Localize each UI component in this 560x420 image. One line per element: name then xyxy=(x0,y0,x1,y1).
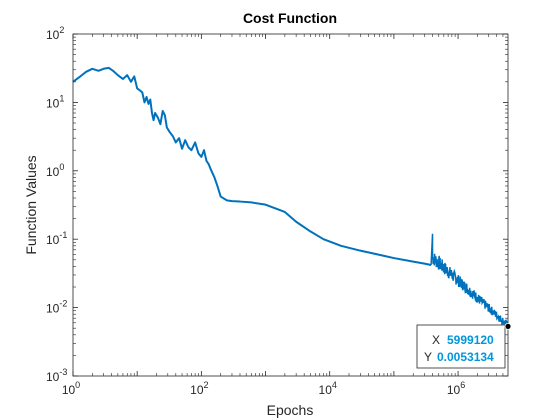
y-tick-base: 10 xyxy=(46,165,60,179)
y-tick-label: 10-1 xyxy=(46,230,67,247)
datatip[interactable]: X 5999120 Y 0.0053134 xyxy=(416,322,512,369)
x-tick-exponent: 2 xyxy=(204,380,209,390)
x-tick-exponent: 6 xyxy=(460,380,465,390)
y-tick-exponent: -1 xyxy=(59,230,67,240)
x-tick-base: 10 xyxy=(319,383,333,397)
x-tick-base: 10 xyxy=(190,383,204,397)
datatip-y-label: Y xyxy=(424,350,432,364)
y-tick-base: 10 xyxy=(46,302,60,316)
y-tick-exponent: 2 xyxy=(59,25,64,35)
chart-title: Cost Function xyxy=(243,10,337,26)
x-tick-base: 10 xyxy=(62,383,76,397)
plot-area[interactable] xyxy=(73,34,508,376)
y-tick-exponent: 1 xyxy=(59,93,64,103)
y-axis-title: Function Values xyxy=(23,155,39,254)
datatip-x-value: 5999120 xyxy=(447,333,494,347)
x-tick-exponent: 0 xyxy=(75,380,80,390)
y-tick-exponent: 0 xyxy=(59,162,64,172)
y-tick-label: 102 xyxy=(46,25,64,42)
x-tick-label: 102 xyxy=(190,380,208,397)
datatip-marker[interactable] xyxy=(504,322,512,330)
datatip-x-label: X xyxy=(432,333,440,347)
x-tick-exponent: 4 xyxy=(332,380,337,390)
y-tick-base: 10 xyxy=(46,96,60,110)
axes-box xyxy=(72,33,509,377)
x-tick-base: 10 xyxy=(447,383,461,397)
y-tick-exponent: -3 xyxy=(59,367,67,377)
x-tick-label: 106 xyxy=(447,380,465,397)
x-axis-title: Epochs xyxy=(267,402,314,418)
series-noisy-tail[interactable] xyxy=(430,233,509,331)
y-tick-label: 10-2 xyxy=(46,299,67,316)
y-tick-exponent: -2 xyxy=(59,299,67,309)
series-line[interactable] xyxy=(72,66,432,266)
y-tick-label: 100 xyxy=(46,162,64,179)
y-tick-label: 10-3 xyxy=(46,367,67,384)
x-tick-label: 100 xyxy=(62,380,80,397)
y-tick-base: 10 xyxy=(46,233,60,247)
datatip-box xyxy=(416,324,506,369)
y-tick-base: 10 xyxy=(46,370,60,384)
x-tick-labels: 100 102 104 106 xyxy=(62,380,465,397)
y-tick-base: 10 xyxy=(46,28,60,42)
x-tick-label: 104 xyxy=(319,380,337,397)
datatip-y-value: 0.0053134 xyxy=(437,350,494,364)
y-tick-label: 101 xyxy=(46,93,64,110)
